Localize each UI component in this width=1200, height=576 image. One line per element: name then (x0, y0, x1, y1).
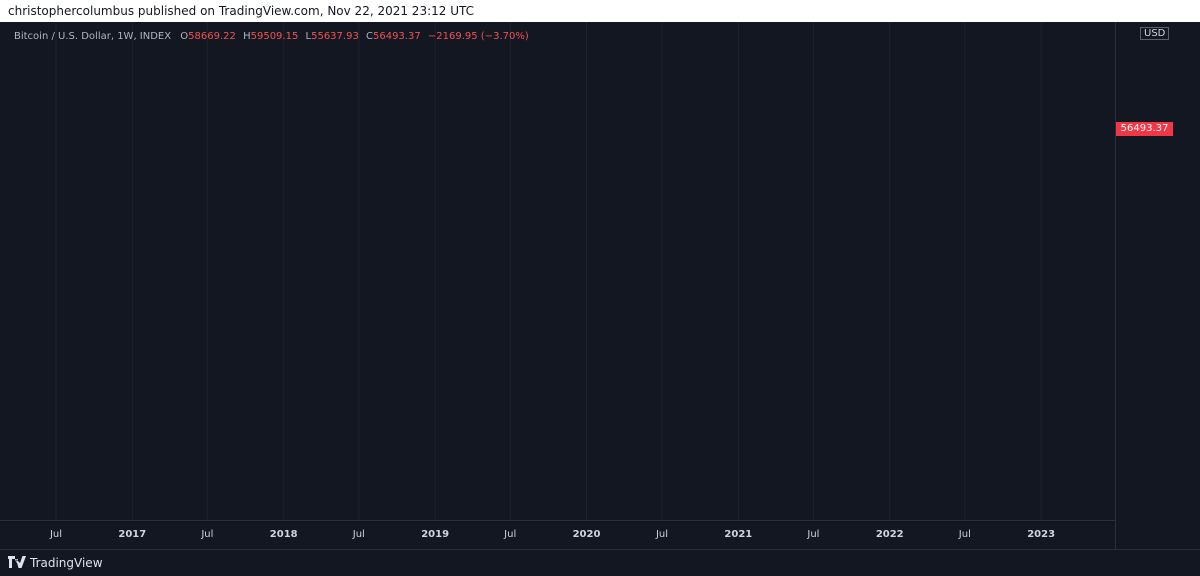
tradingview-logo-icon (8, 556, 26, 568)
time-tick-label: Jul (655, 529, 668, 540)
close-label: C (366, 31, 373, 42)
time-tick-label: 2023 (1027, 529, 1055, 540)
time-tick-label: Jul (958, 529, 971, 540)
open-value: 58669.22 (188, 31, 236, 42)
close-value: 56493.37 (372, 31, 421, 42)
publish-info: christophercolumbus published on Trading… (8, 4, 474, 18)
time-tick-label: 2017 (118, 529, 146, 540)
low-value: 55637.93 (311, 31, 359, 42)
time-tick-label: Jul (200, 529, 213, 540)
time-tick-label: Jul (49, 529, 62, 540)
chart-area[interactable] (0, 22, 1200, 549)
footer: TradingView (0, 549, 1200, 576)
change-value: −2169.95 (−3.70%) (427, 31, 529, 42)
time-tick-label: 2018 (270, 529, 298, 540)
time-tick-label: Jul (352, 529, 365, 540)
time-tick-label: Jul (503, 529, 516, 540)
time-tick-label: 2020 (573, 529, 601, 540)
symbol-legend: Bitcoin / U.S. Dollar, 1W, INDEX O58669.… (14, 31, 529, 42)
time-tick-label: 2022 (876, 529, 904, 540)
time-tick-label: 2019 (421, 529, 449, 540)
open-label: O (180, 31, 189, 42)
brand-name: TradingView (30, 556, 103, 570)
last-price-tag: 56493.37 (1116, 122, 1173, 136)
currency-label[interactable]: USD (1140, 27, 1170, 40)
high-value: 59509.15 (250, 31, 299, 42)
low-label: L (305, 31, 312, 42)
time-tick-label: Jul (806, 529, 819, 540)
publish-header: christophercolumbus published on Trading… (0, 0, 1200, 22)
symbol-name: Bitcoin / U.S. Dollar, 1W, INDEX (14, 31, 172, 42)
high-label: H (243, 31, 251, 42)
time-tick-label: 2021 (724, 529, 752, 540)
